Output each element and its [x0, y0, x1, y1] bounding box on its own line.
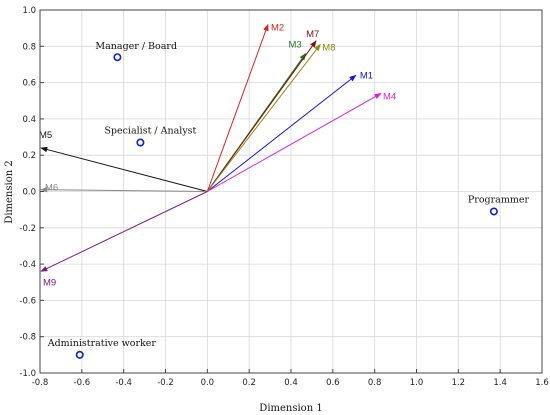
point-marker — [113, 53, 122, 62]
y-axis-title: Dimension 2 — [4, 160, 15, 223]
point-label: Programmer — [468, 194, 530, 205]
x-tick-label: 1.6 — [535, 378, 549, 388]
y-tick-label: 0.6 — [22, 79, 36, 89]
x-tick-label: 0.6 — [326, 378, 340, 388]
vector-m6 — [40, 186, 208, 193]
y-tick-label: 0.8 — [22, 42, 36, 52]
vector-m4 — [207, 93, 382, 192]
x-tick-label: -0.4 — [115, 378, 132, 388]
vector-m7 — [206, 40, 317, 192]
x-tick-label: 0.0 — [201, 378, 215, 388]
x-tick-label: -0.2 — [157, 378, 174, 388]
vector-m5 — [40, 146, 208, 192]
vector-label-m6: M6 — [45, 183, 58, 194]
vector-label-m3: M3 — [288, 40, 301, 51]
vector-label-m4: M4 — [383, 91, 396, 102]
vector-m2 — [206, 23, 269, 192]
y-tick-label: -1.0 — [19, 369, 36, 379]
y-tick-label: 1.0 — [22, 6, 36, 16]
vector-label-m8: M8 — [322, 42, 335, 53]
y-tick-label: -0.4 — [19, 260, 36, 270]
y-tick-label: -0.2 — [19, 224, 36, 234]
x-tick-label: -0.6 — [74, 378, 91, 388]
x-tick-label: 0.8 — [368, 378, 382, 388]
x-tick-label: 1.0 — [410, 378, 424, 388]
y-tick-label: 0.4 — [22, 115, 36, 125]
point-label: Specialist / Analyst — [104, 125, 196, 136]
axis-ticks: -0.8 -0.6 -0.4 -0.2 0.0 0.2 0.4 0.6 0.8 1.0 1.2 1.4… — [19, 6, 548, 388]
x-tick-label: -0.8 — [32, 378, 49, 388]
vector-label-m9: M9 — [43, 277, 56, 288]
vector-m9 — [40, 191, 208, 272]
x-tick-label: 1.2 — [452, 378, 466, 388]
data-points: Manager / Board Specialist / Analyst Progr… — [47, 41, 530, 359]
grid — [39, 9, 543, 374]
vector-label-m5: M5 — [39, 130, 52, 141]
x-tick-label: 1.4 — [493, 378, 507, 388]
vector-label-m1: M1 — [360, 70, 373, 81]
point-marker — [75, 350, 84, 359]
vector-label-m2: M2 — [271, 23, 284, 34]
y-tick-label: -0.8 — [19, 333, 36, 343]
y-tick-label: -0.6 — [19, 296, 36, 306]
vector-m1 — [207, 74, 357, 192]
point-label: Administrative worker — [47, 338, 157, 349]
point-label: Manager / Board — [95, 41, 177, 52]
x-axis-title: Dimension 1 — [259, 403, 322, 414]
point-marker — [136, 138, 145, 147]
x-tick-label: 0.2 — [242, 378, 256, 388]
vector-label-m7: M7 — [306, 29, 319, 40]
point-marker — [489, 207, 498, 216]
x-tick-label: 0.4 — [284, 378, 298, 388]
vector-m8 — [206, 43, 321, 192]
y-tick-label: 0.0 — [22, 188, 36, 198]
y-tick-label: 0.2 — [22, 151, 36, 161]
